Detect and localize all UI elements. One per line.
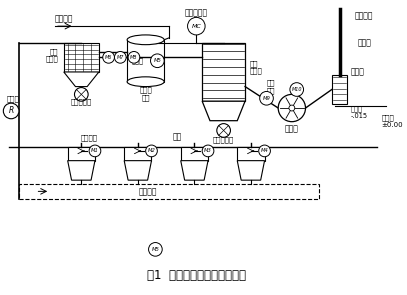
Text: R: R (9, 106, 14, 115)
Circle shape (217, 124, 230, 137)
Text: M2: M2 (148, 148, 155, 153)
Text: M8: M8 (130, 55, 138, 60)
Circle shape (149, 242, 162, 256)
Circle shape (151, 54, 164, 68)
Text: M7: M7 (117, 55, 124, 60)
Circle shape (188, 17, 205, 35)
Text: 电炉: 电炉 (172, 133, 182, 142)
Circle shape (202, 145, 214, 157)
Bar (64, 43, 99, 72)
Bar (332, 75, 348, 104)
Bar (124, 147, 151, 161)
Text: 排风
除尘器: 排风 除尘器 (45, 48, 58, 63)
Polygon shape (202, 101, 245, 121)
Text: 车间外
-.015: 车间外 -.015 (350, 105, 368, 119)
Circle shape (259, 145, 270, 157)
Circle shape (278, 94, 306, 122)
Text: 电动
风门: 电动 风门 (266, 79, 275, 94)
Text: 滤筒
除尘器: 滤筒 除尘器 (250, 60, 263, 74)
Text: M4: M4 (260, 148, 269, 153)
Ellipse shape (127, 77, 164, 86)
Text: 图1  电炉除尘系统工艺流程图: 图1 电炉除尘系统工艺流程图 (147, 268, 246, 281)
Ellipse shape (127, 35, 164, 45)
Text: （排空）: （排空） (354, 11, 373, 20)
Polygon shape (64, 72, 99, 86)
Text: 压缩空气: 压缩空气 (55, 15, 74, 24)
Text: MC: MC (191, 24, 201, 29)
Text: M5: M5 (153, 58, 161, 63)
Circle shape (146, 145, 158, 157)
Circle shape (290, 83, 304, 96)
Circle shape (289, 105, 295, 111)
Bar (68, 147, 95, 161)
Text: 引风机: 引风机 (285, 124, 299, 133)
Circle shape (103, 52, 114, 63)
Text: M3: M3 (204, 148, 212, 153)
Circle shape (3, 103, 19, 119)
Bar (127, 40, 164, 82)
Text: 清声器: 清声器 (350, 68, 364, 76)
Text: 车间内
±0.00: 车间内 ±0.00 (381, 114, 403, 127)
Circle shape (74, 88, 88, 101)
Circle shape (114, 52, 126, 63)
Text: 旋转卸灰阀: 旋转卸灰阀 (213, 137, 234, 143)
Polygon shape (237, 161, 265, 180)
Bar (19, 184, 319, 199)
Circle shape (128, 52, 140, 63)
Text: 排气阀: 排气阀 (357, 38, 371, 47)
Text: 脉冲控制仪: 脉冲控制仪 (185, 8, 208, 17)
Circle shape (260, 91, 274, 105)
Text: M9: M9 (263, 96, 270, 101)
Text: M5: M5 (151, 247, 159, 252)
Text: 旋转卸灰阀: 旋转卸灰阀 (71, 98, 92, 104)
Text: M6: M6 (105, 55, 112, 60)
Text: M1: M1 (91, 148, 99, 153)
Bar (202, 43, 245, 101)
Circle shape (89, 145, 101, 157)
Text: 地沟烟道: 地沟烟道 (138, 187, 157, 196)
Bar (181, 147, 208, 161)
Text: 电动蝶阀: 电动蝶阀 (81, 134, 98, 141)
Text: 热电偶: 热电偶 (6, 95, 19, 101)
Polygon shape (181, 161, 208, 180)
Polygon shape (124, 161, 151, 180)
Polygon shape (68, 161, 95, 180)
Text: M10: M10 (291, 87, 302, 92)
Text: 电动野
风阀: 电动野 风阀 (139, 86, 152, 101)
Bar (237, 147, 265, 161)
Text: 冷空气: 冷空气 (132, 58, 144, 64)
